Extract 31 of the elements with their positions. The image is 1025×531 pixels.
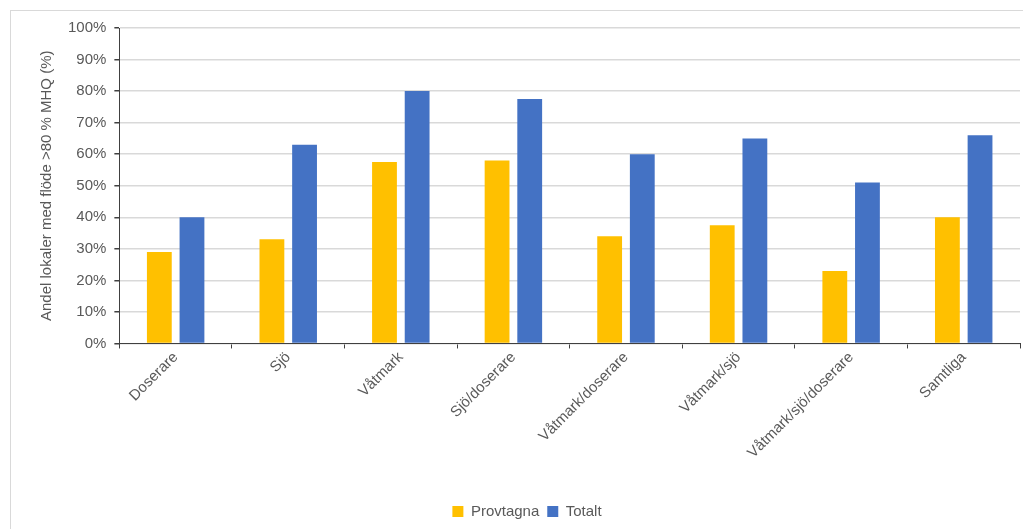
bar (404, 91, 430, 343)
bar (517, 98, 543, 343)
y-tick-label: 0% (84, 333, 107, 351)
y-tick-label: 10% (76, 302, 107, 320)
bar (292, 144, 317, 343)
y-axis-title: Andel lokaler med flöde >80 % MHQ (%) (37, 50, 55, 322)
bar (484, 160, 510, 343)
legend-label: Provtagna (470, 501, 540, 519)
bar (597, 236, 623, 343)
bar (934, 217, 960, 343)
bar (179, 217, 205, 343)
y-tick-label: 30% (76, 238, 107, 256)
bar (372, 162, 397, 343)
bar (709, 225, 735, 343)
bar (967, 135, 993, 343)
y-tick-label: 90% (76, 49, 107, 67)
y-tick-label: 50% (76, 175, 107, 193)
y-tick-label: 70% (76, 112, 107, 130)
y-tick-label: 20% (76, 270, 107, 288)
y-tick-label: 100% (67, 18, 107, 36)
bar (742, 138, 768, 343)
bar (146, 251, 172, 343)
legend-label: Totalt (565, 501, 603, 519)
x-tick-label: Sjö (265, 347, 294, 376)
y-tick-label: 40% (76, 207, 107, 225)
bar (629, 154, 655, 343)
bar (822, 270, 848, 343)
y-tick-label: 80% (76, 81, 107, 99)
y-tick-label: 60% (76, 144, 107, 162)
bar (259, 239, 285, 343)
bar (855, 182, 880, 343)
